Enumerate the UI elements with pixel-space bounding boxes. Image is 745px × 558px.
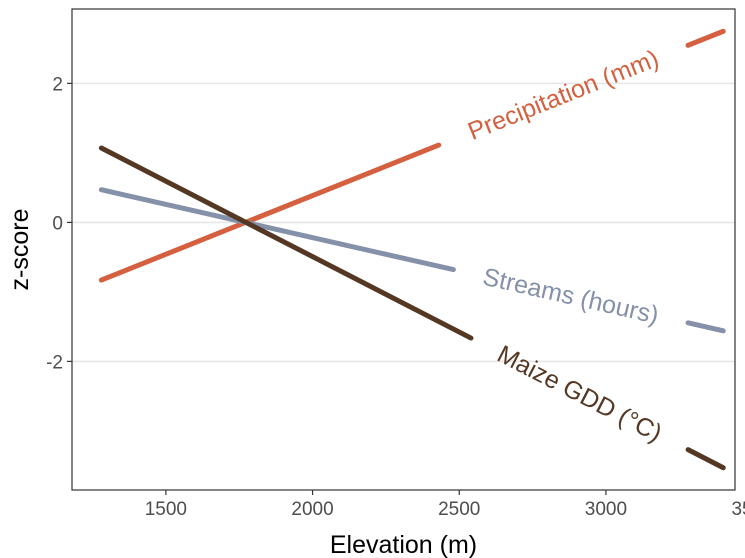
- precipitation-mm-line-segment: [685, 28, 726, 48]
- y-axis-title: z-score: [6, 209, 34, 291]
- y-tick-label: -2: [46, 352, 63, 373]
- precipitation-mm-line-segment: [98, 142, 442, 283]
- series-labels: Precipitation (mm) Streams (hours) Maize G…: [464, 45, 666, 448]
- x-tick-label: 3500: [731, 499, 745, 520]
- streams-hours-label: Streams (hours): [480, 263, 661, 330]
- x-tick-label: 2000: [291, 499, 333, 520]
- maize-gdd-c-label: Maize GDD (°C): [493, 340, 667, 448]
- x-tick-label: 2500: [438, 499, 480, 520]
- gridlines: [72, 82, 735, 363]
- maize-gdd-c-line-segment: [685, 447, 726, 471]
- x-tick-label: 1500: [145, 499, 187, 520]
- y-axis: 2 0 -2: [46, 74, 72, 373]
- y-tick-label: 0: [52, 213, 63, 234]
- streams-hours-line-segment: [98, 187, 456, 273]
- x-tick-label: 3000: [585, 499, 627, 520]
- series-lines: [98, 28, 726, 471]
- plot-panel-border: [71, 8, 736, 491]
- maize-gdd-c-line-segment: [98, 145, 474, 341]
- streams-hours-line-segment: [685, 320, 726, 334]
- precipitation-mm-label: Precipitation (mm): [464, 45, 663, 146]
- y-tick-label: 2: [52, 74, 63, 95]
- x-axis: 1500 2000 2500 3000 3500: [145, 490, 745, 520]
- x-axis-title: Elevation (m): [330, 531, 477, 558]
